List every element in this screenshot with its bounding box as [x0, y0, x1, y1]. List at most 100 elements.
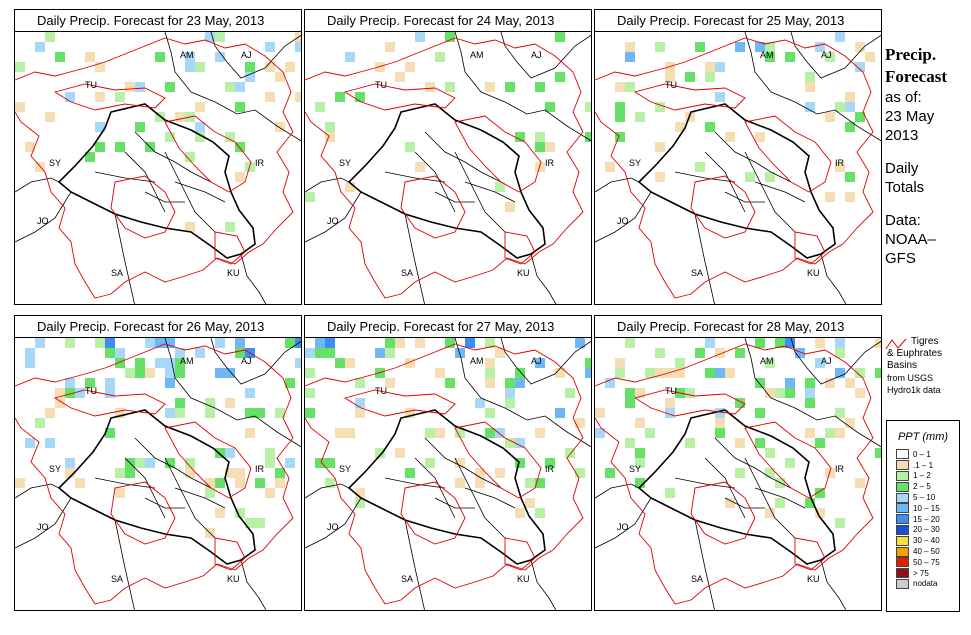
- legend-item: 20 – 30: [896, 524, 959, 536]
- precip-cell: [505, 398, 515, 408]
- precip-cell: [275, 408, 285, 418]
- precip-cell: [755, 338, 765, 348]
- precip-cell: [755, 408, 765, 418]
- admin-boundary: [595, 177, 640, 193]
- precip-cell: [665, 398, 675, 408]
- legend-label: 15 – 20: [913, 514, 940, 524]
- country-label: JO: [37, 522, 49, 532]
- admin-boundary: [15, 483, 60, 499]
- precip-cell: [65, 338, 75, 348]
- basin-label-2: & Euphrates: [887, 348, 943, 359]
- precip-cell: [845, 122, 855, 132]
- precip-cell: [85, 52, 95, 62]
- precip-cell: [765, 448, 775, 458]
- precip-cell: [195, 122, 205, 132]
- basin-label-5: Hydro1k data: [887, 385, 941, 395]
- precip-cell: [765, 468, 775, 478]
- precip-cell: [45, 408, 55, 418]
- precip-cell: [635, 388, 645, 398]
- forecast-panel-6: Daily Precip. Forecast for 28 May, 2013 …: [594, 315, 882, 611]
- precip-cell: [595, 408, 605, 418]
- basin-boundary: [744, 421, 832, 499]
- country-label: SY: [49, 158, 61, 168]
- precip-cell: [685, 388, 695, 398]
- panel-title: Daily Precip. Forecast for 27 May, 2013: [305, 316, 591, 338]
- precip-cell: [315, 102, 325, 112]
- precip-cell: [415, 338, 425, 348]
- precip-cell: [165, 368, 175, 378]
- admin-boundary: [114, 213, 135, 304]
- precip-cell: [225, 398, 235, 408]
- forecast-panel-1: Daily Precip. Forecast for 23 May, 2013 …: [14, 9, 302, 305]
- precip-cell: [15, 478, 25, 488]
- precip-cell: [165, 82, 175, 92]
- precip-cell: [815, 358, 825, 368]
- precip-cell: [225, 368, 235, 378]
- admin-boundary: [754, 181, 806, 203]
- country-label: TU: [375, 386, 387, 396]
- precip-cell: [825, 112, 835, 122]
- precip-cell: [755, 42, 765, 52]
- precip-cell: [335, 358, 345, 368]
- precip-cell: [845, 172, 855, 182]
- country-label: SY: [49, 464, 61, 474]
- precip-cell: [855, 368, 865, 378]
- precip-cell: [315, 338, 325, 348]
- precip-cell: [25, 142, 35, 152]
- precip-cell: [175, 358, 185, 368]
- admin-boundary: [464, 181, 516, 203]
- admin-boundary: [595, 191, 652, 243]
- precip-cell: [715, 408, 725, 418]
- precip-cell: [655, 172, 665, 182]
- precip-cell: [195, 62, 205, 72]
- basin-boundary: [504, 537, 536, 571]
- precip-cell: [785, 458, 795, 468]
- precip-cell: [35, 338, 45, 348]
- precip-cell: [735, 438, 745, 448]
- precip-cell: [255, 408, 265, 418]
- precip-cell: [775, 498, 785, 508]
- country-label: AM: [180, 50, 194, 60]
- precip-cell: [705, 338, 715, 348]
- admin-boundary: [820, 253, 847, 304]
- precip-cell: [205, 408, 215, 418]
- precip-cell: [135, 358, 145, 368]
- precip-cell: [335, 428, 345, 438]
- precip-cell: [485, 368, 495, 378]
- admin-boundary: [820, 559, 847, 610]
- country-label: AM: [470, 50, 484, 60]
- iraq-border: [637, 103, 836, 259]
- admin-boundary: [674, 477, 736, 489]
- legend-item: 15 – 20: [896, 514, 959, 525]
- basin-boundary: [164, 115, 252, 193]
- admin-boundary: [404, 213, 425, 304]
- legend-label: 10 – 15: [913, 503, 940, 513]
- precip-cell: [655, 142, 665, 152]
- legend-swatch: [896, 460, 909, 471]
- precip-cell: [145, 458, 155, 468]
- basin-boundary: [53, 83, 166, 111]
- precip-cell: [85, 378, 95, 388]
- basin-boundary: [633, 83, 746, 111]
- admin-boundary: [744, 151, 796, 233]
- precip-cell: [235, 102, 245, 112]
- precip-cell: [635, 448, 645, 458]
- legend-swatch: [896, 557, 909, 568]
- precip-cell: [445, 378, 455, 388]
- precip-cell: [215, 448, 225, 458]
- precip-cell: [645, 368, 655, 378]
- legend-item: > 75: [896, 568, 959, 579]
- country-label: AM: [470, 356, 484, 366]
- admin-boundary: [114, 519, 135, 610]
- precip-cell: [575, 338, 585, 348]
- admin-boundary: [210, 32, 301, 79]
- basin-label-4: from USGS: [887, 373, 934, 383]
- precip-cell: [115, 92, 125, 102]
- legend-label: 30 – 40: [913, 536, 940, 546]
- country-label: AJ: [531, 356, 542, 366]
- precip-cell: [455, 428, 465, 438]
- precip-cell: [385, 338, 395, 348]
- admin-boundary: [704, 457, 746, 519]
- legend-label: 50 – 75: [913, 557, 940, 567]
